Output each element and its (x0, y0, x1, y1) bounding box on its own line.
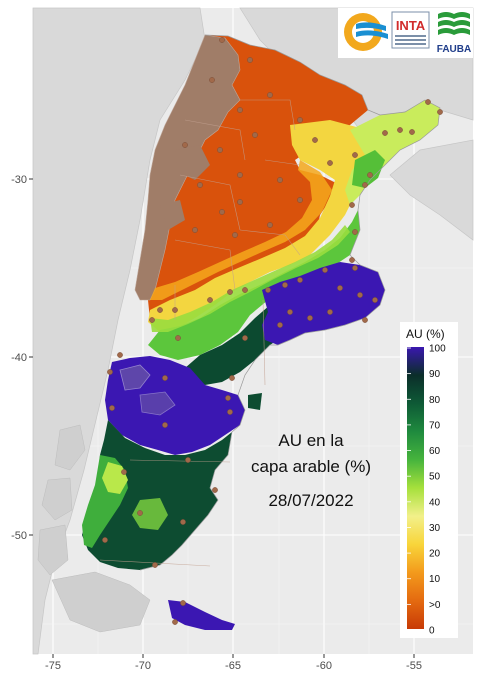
region-south-dark-green (82, 420, 232, 570)
legend-label: 50 (429, 472, 441, 483)
band-yellow (148, 120, 385, 332)
x-tick-label: -65 (225, 660, 241, 672)
legend-label: 10 (429, 574, 441, 585)
inta-logo-text: INTA (396, 18, 426, 33)
legend: AU (%) 100 90 80 70 60 50 40 30 20 10 >0 0 (400, 322, 458, 638)
legend-label: 20 (429, 549, 441, 560)
station-dots (102, 37, 443, 625)
fauba-logo-icon: FAUBA (437, 12, 471, 55)
legend-title: AU (%) (406, 327, 445, 341)
argentina-outline (139, 34, 441, 571)
x-tick-label: -70 (135, 660, 151, 672)
map-date: 28/07/2022 (268, 491, 353, 510)
legend-label: 80 (429, 395, 441, 406)
logos: INTA FAUBA (338, 8, 473, 58)
region-humid-pampas (262, 262, 385, 345)
legend-label: >0 (429, 600, 441, 611)
y-axis: -30 -40 -50 (11, 174, 33, 542)
y-tick-label: -40 (11, 352, 27, 364)
legend-label: 30 (429, 523, 441, 534)
band-green (148, 210, 360, 360)
legend-label: 100 (429, 344, 446, 355)
legend-label: 60 (429, 446, 441, 457)
legend-colorbar (407, 347, 424, 629)
x-tick-label: -60 (316, 660, 332, 672)
inta-logo-icon: INTA (391, 11, 430, 49)
map-title-line-2: capa arable (%) (251, 457, 371, 476)
region-tierra-del-fuego (168, 600, 235, 630)
y-tick-label: -30 (11, 174, 27, 186)
legend-label: 70 (429, 420, 441, 431)
fauba-logo-text: FAUBA (437, 44, 471, 55)
legend-label: 0 (429, 626, 435, 637)
y-tick-label: -50 (11, 530, 27, 542)
map-title-line-1: AU en la (278, 431, 344, 450)
legend-label: 90 (429, 369, 441, 380)
ministry-logo-icon (344, 13, 388, 51)
x-axis: -75 -70 -65 -60 -55 (45, 654, 422, 672)
x-tick-label: -75 (45, 660, 61, 672)
legend-label: 40 (429, 497, 441, 508)
x-tick-label: -55 (406, 660, 422, 672)
